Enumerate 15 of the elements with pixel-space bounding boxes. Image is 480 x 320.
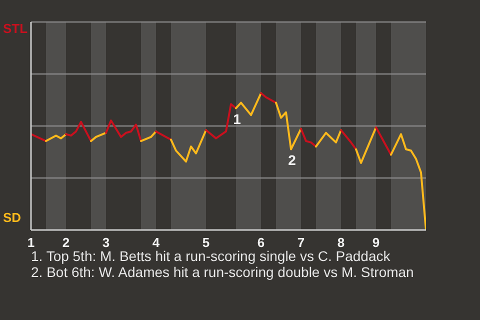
x-tick-label: 4 bbox=[152, 235, 160, 250]
x-tick-label: 3 bbox=[102, 235, 110, 250]
x-tick-label: 8 bbox=[337, 235, 345, 250]
annotation: 2 bbox=[288, 152, 296, 168]
text: SD bbox=[3, 210, 22, 226]
x-tick-label: 6 bbox=[257, 235, 265, 250]
text: 2. Bot 6th: W. Adames hit a run-scoring double vs M. Stroman bbox=[31, 264, 415, 280]
x-tick-label: 5 bbox=[202, 235, 210, 250]
text: 1. Top 5th: M. Betts hit a run-scoring single vs C. Paddack bbox=[31, 248, 392, 264]
text: STL bbox=[3, 21, 28, 37]
x-tick-label: 2 bbox=[62, 235, 70, 250]
annotation: 1 bbox=[233, 111, 242, 128]
x-tick-label: 7 bbox=[297, 235, 305, 250]
x-tick-label: 9 bbox=[372, 235, 380, 250]
x-tick-label: 1 bbox=[27, 235, 35, 250]
